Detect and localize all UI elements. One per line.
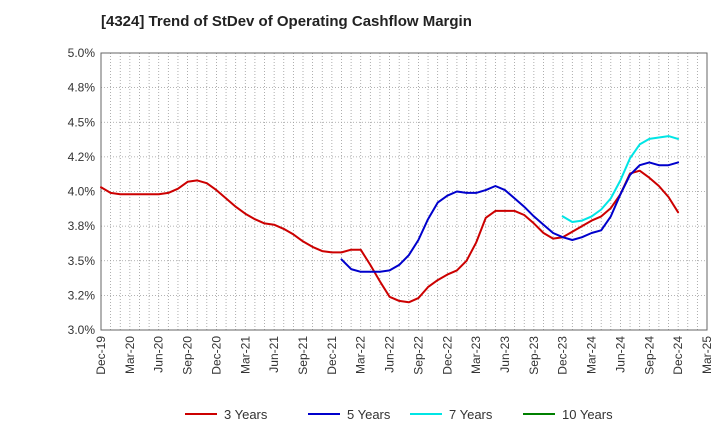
x-tick-label: Jun-21	[267, 336, 281, 373]
x-tick-label: Sep-21	[296, 336, 310, 375]
x-tick-label: Jun-24	[613, 336, 627, 373]
y-tick-label: 4.5%	[68, 115, 96, 129]
x-tick-label: Jun-22	[383, 336, 397, 373]
y-tick-label: 4.2%	[68, 150, 96, 164]
y-tick-label: 3.5%	[68, 254, 96, 268]
series-line-3-years	[100, 169, 680, 304]
legend-label: 5 Years	[347, 407, 391, 422]
y-tick-label: 4.8%	[68, 81, 96, 95]
x-tick-label: Mar-22	[354, 336, 368, 374]
x-tick-label: Dec-20	[209, 336, 223, 375]
y-tick-label: 3.2%	[68, 288, 96, 302]
y-tick-label: 3.0%	[68, 323, 96, 337]
series-line-5-years	[340, 161, 680, 273]
x-tick-label: Mar-24	[585, 336, 599, 374]
x-tick-label: Sep-24	[642, 336, 656, 375]
legend-label: 7 Years	[449, 407, 493, 422]
legend-label: 10 Years	[562, 407, 613, 422]
x-tick-label: Dec-23	[556, 336, 570, 375]
x-tick-label: Mar-20	[123, 336, 137, 374]
chart-title: [4324] Trend of StDev of Operating Cashf…	[101, 13, 472, 30]
y-tick-label: 3.8%	[68, 219, 96, 233]
x-tick-label: Sep-23	[527, 336, 541, 375]
x-tick-label: Dec-19	[94, 336, 108, 375]
x-tick-label: Mar-23	[469, 336, 483, 374]
series-line-7-years	[561, 135, 680, 223]
x-tick-label: Dec-21	[325, 336, 339, 375]
x-tick-label: Dec-22	[440, 336, 454, 375]
x-tick-label: Mar-21	[238, 336, 252, 374]
x-tick-label: Jun-20	[152, 336, 166, 373]
legend-label: 3 Years	[224, 407, 268, 422]
x-tick-label: Sep-20	[181, 336, 195, 375]
x-tick-label: Sep-22	[411, 336, 425, 375]
x-tick-label: Jun-23	[498, 336, 512, 373]
x-tick-label: Mar-25	[700, 336, 714, 374]
y-tick-label: 5.0%	[68, 46, 96, 60]
x-tick-label: Dec-24	[671, 336, 685, 375]
y-tick-label: 4.0%	[68, 185, 96, 199]
plot-border	[100, 52, 708, 331]
